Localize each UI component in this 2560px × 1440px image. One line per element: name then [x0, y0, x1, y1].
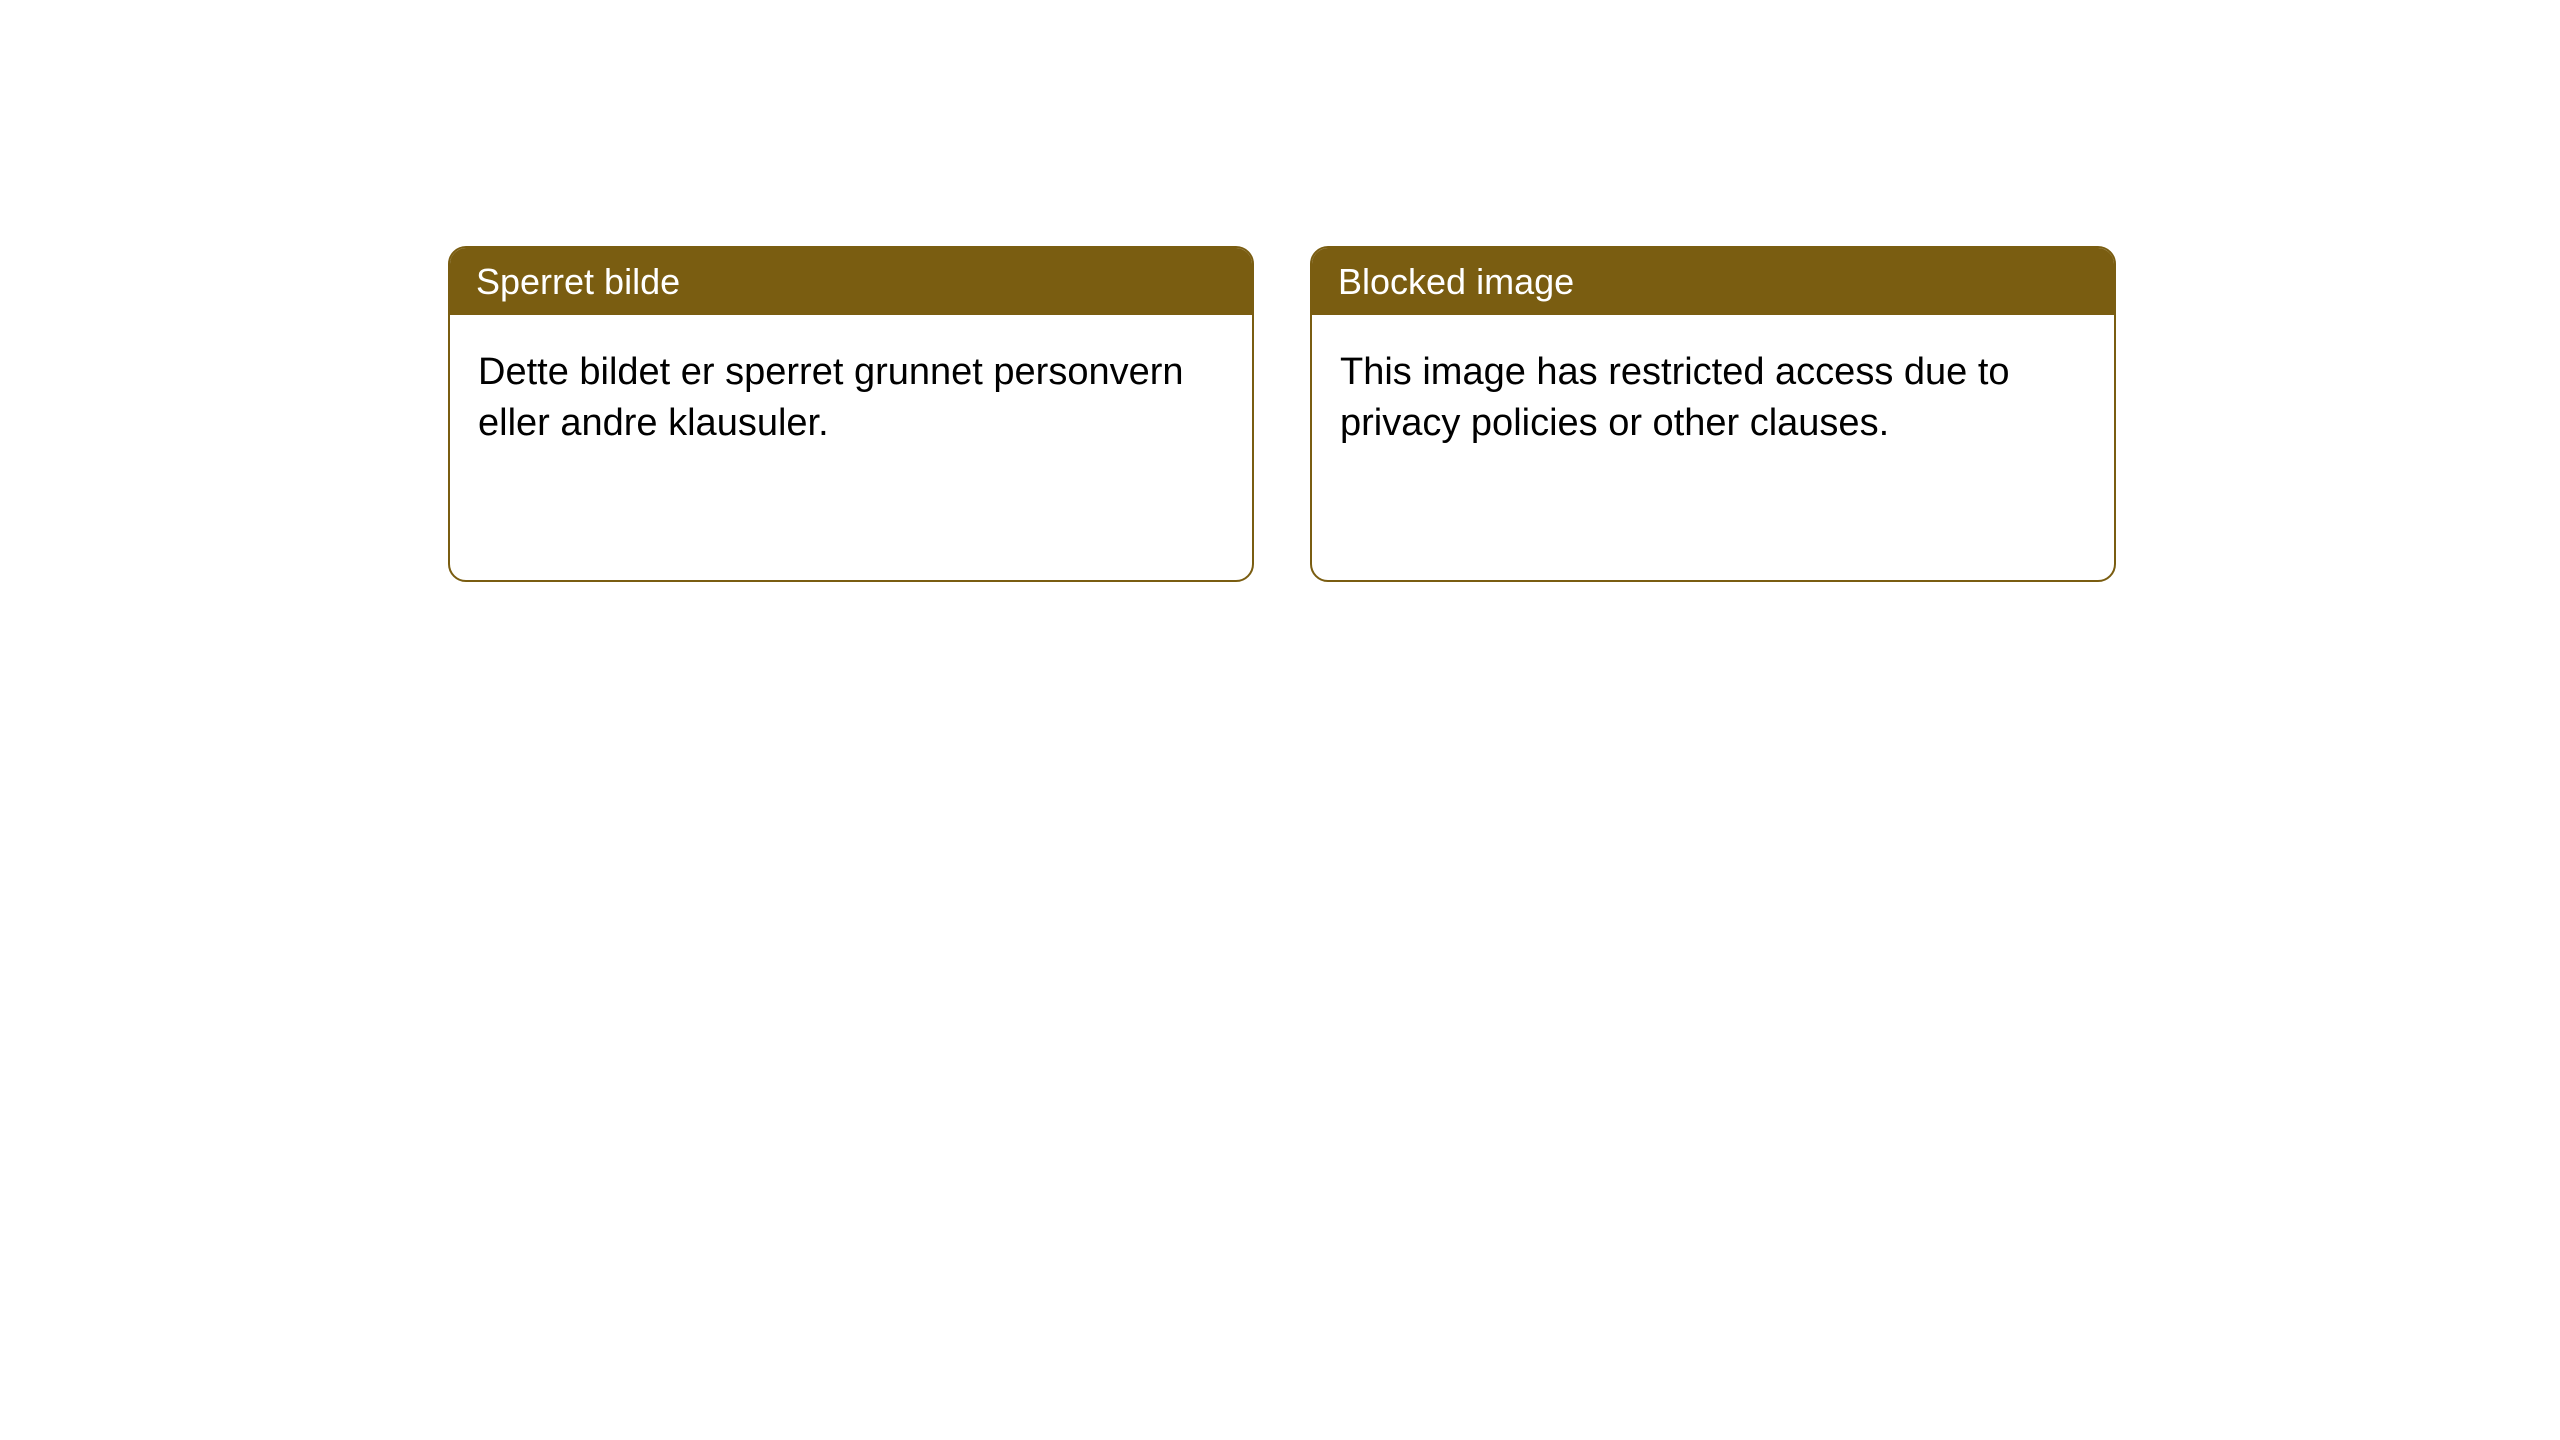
notice-card-english: Blocked image This image has restricted … [1310, 246, 2116, 582]
notice-body: Dette bildet er sperret grunnet personve… [450, 315, 1252, 482]
notice-container: Sperret bilde Dette bildet er sperret gr… [0, 0, 2560, 582]
notice-card-norwegian: Sperret bilde Dette bildet er sperret gr… [448, 246, 1254, 582]
notice-body: This image has restricted access due to … [1312, 315, 2114, 482]
notice-title: Sperret bilde [450, 248, 1252, 315]
notice-title: Blocked image [1312, 248, 2114, 315]
